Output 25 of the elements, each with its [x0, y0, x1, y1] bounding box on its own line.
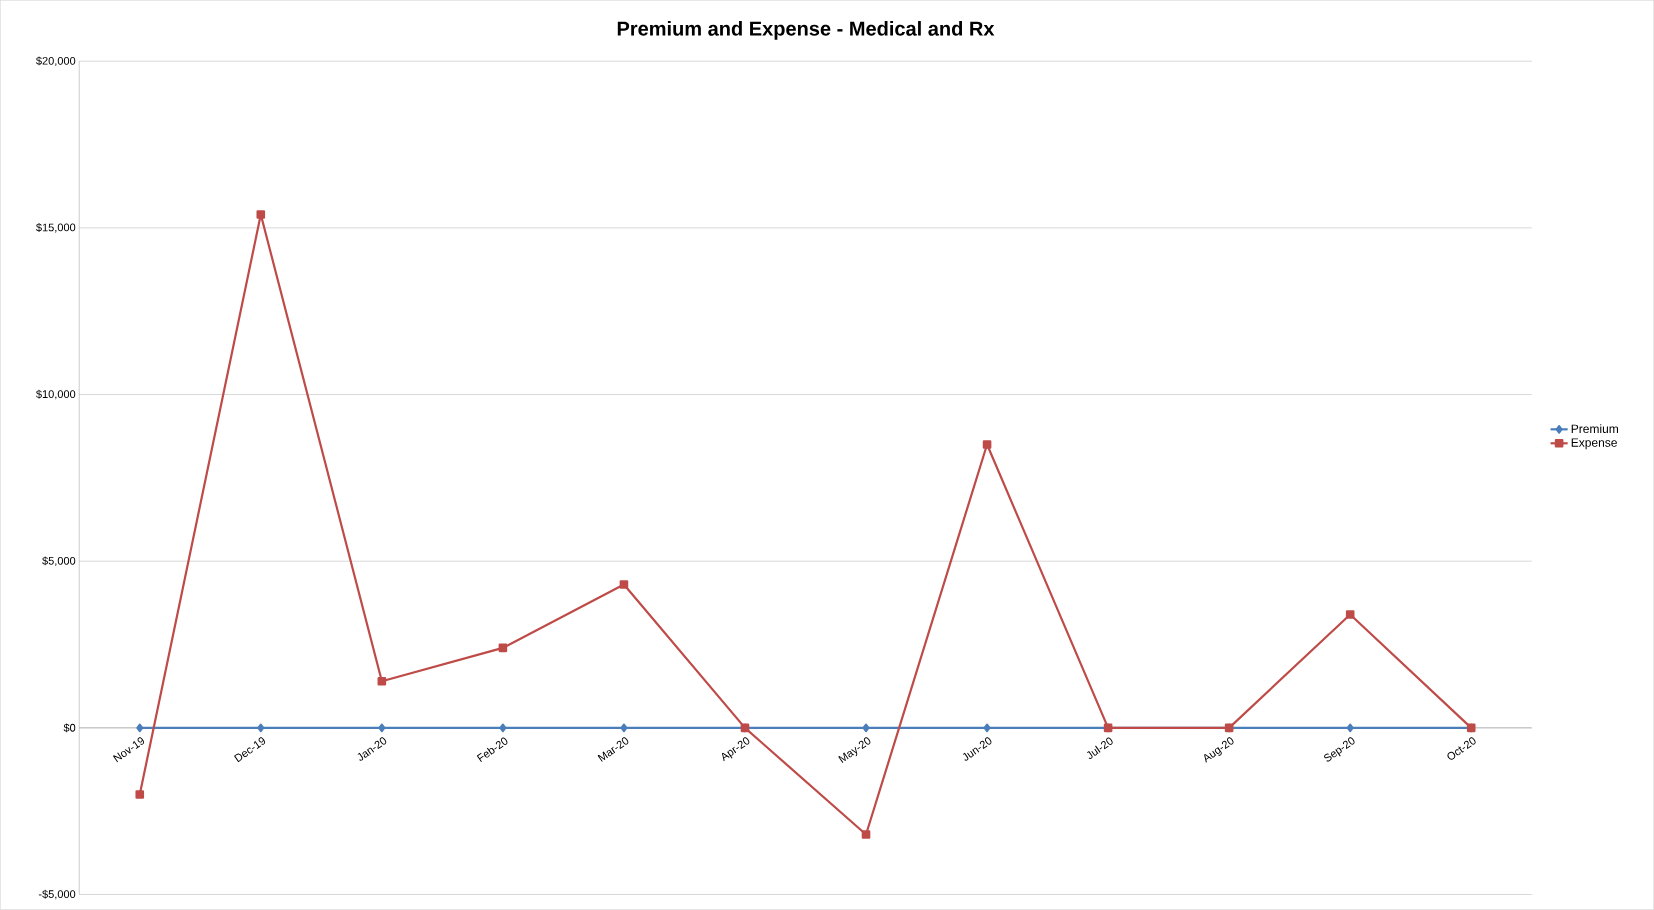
y-tick-label: $20,000	[36, 56, 76, 67]
point	[619, 580, 629, 589]
point	[861, 830, 871, 839]
point	[982, 440, 992, 449]
point	[862, 723, 870, 733]
point	[620, 723, 628, 733]
chart-title: Premium and Expense - Medical and Rx	[617, 21, 995, 40]
point	[498, 643, 508, 653]
y-tick-label: $15,000	[36, 223, 76, 233]
point	[1346, 723, 1354, 733]
point	[378, 723, 386, 733]
point	[257, 723, 265, 733]
point	[135, 790, 145, 799]
legend-label: Premium	[1571, 424, 1618, 434]
y-tick-label: $5,000	[42, 556, 76, 567]
y-tick-label: $0	[63, 723, 76, 733]
point	[983, 723, 991, 733]
point	[1345, 610, 1355, 619]
y-tick-label: -$5,000	[38, 889, 76, 900]
legend-label: Expense	[1571, 438, 1617, 450]
point	[377, 677, 387, 686]
point	[136, 723, 144, 733]
y-tick-label: $10,000	[36, 389, 76, 400]
point	[256, 210, 266, 219]
point	[499, 723, 507, 733]
